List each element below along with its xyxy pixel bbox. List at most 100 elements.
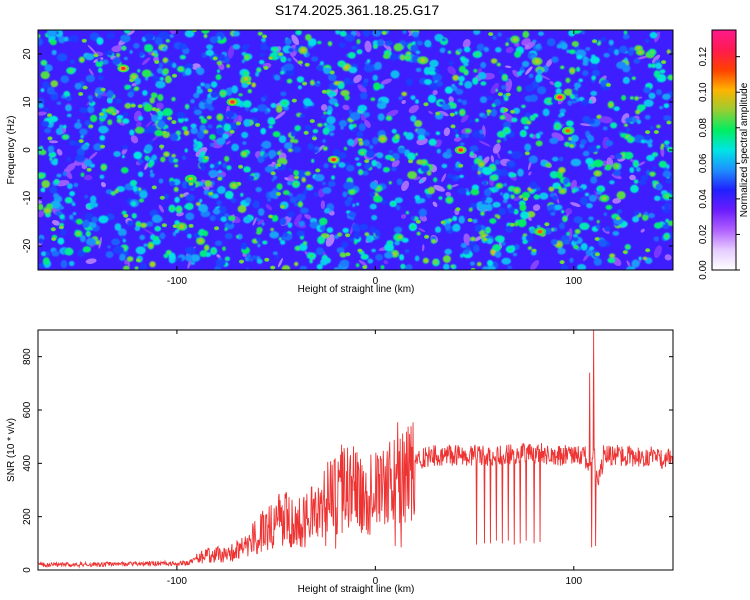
heatmap-blob — [351, 45, 357, 50]
heatmap-blob-core — [492, 176, 496, 180]
heatmap-blob — [115, 98, 122, 104]
heatmap-blob-core — [156, 109, 159, 112]
heatmap-blob — [647, 143, 653, 148]
heatmap-blob — [123, 56, 128, 61]
heatmap-texture — [357, 84, 367, 94]
heatmap-blob — [500, 241, 506, 246]
heatmap-blob — [394, 241, 400, 246]
heatmap-blob — [582, 70, 589, 77]
heatmap-blob-core — [303, 242, 307, 245]
heatmap-blob — [584, 192, 590, 197]
heatmap-blob — [535, 140, 543, 147]
heatmap-texture — [460, 114, 469, 123]
heatmap-blob-core — [153, 186, 156, 189]
y-tick-label: 600 — [22, 401, 33, 418]
heatmap-blob-core — [492, 59, 496, 63]
heatmap-blob — [321, 115, 326, 119]
heatmap-blob — [129, 50, 133, 54]
heatmap-blob — [493, 168, 502, 176]
heatmap-texture — [111, 45, 123, 52]
heatmap-blob — [193, 92, 200, 99]
heatmap-blob — [616, 61, 627, 70]
heatmap-blob-core — [137, 70, 140, 72]
heatmap-blob-core — [447, 198, 452, 202]
heatmap-blob — [528, 155, 538, 164]
heatmap-blob — [496, 236, 505, 243]
colorbar-tick-label: 0.06 — [698, 153, 709, 173]
heatmap-blob-core — [511, 110, 514, 113]
heatmap-blob — [663, 103, 670, 109]
heatmap-blob-core — [491, 250, 496, 254]
heatmap-blob-core — [281, 71, 284, 74]
heatmap-blob-core — [132, 214, 136, 218]
heatmap-blob — [353, 231, 361, 240]
heatmap-blob — [585, 47, 591, 51]
heatmap-blob — [405, 264, 413, 270]
heatmap-blob-core — [511, 195, 514, 198]
heatmap-blob — [299, 265, 308, 270]
heatmap-texture — [521, 38, 531, 46]
heatmap-texture — [383, 260, 389, 265]
heatmap-blob — [96, 37, 104, 45]
heatmap-blob — [282, 190, 290, 196]
heatmap-blob — [256, 258, 263, 264]
heatmap-blob-core — [80, 58, 84, 62]
snr-plot-area — [38, 330, 673, 570]
heatmap-blob — [446, 148, 452, 155]
heatmap-blob — [665, 178, 671, 185]
heatmap-blob — [514, 221, 519, 227]
heatmap-blob — [72, 211, 77, 216]
heatmap-texture — [88, 68, 94, 76]
heatmap-blob — [44, 64, 53, 72]
heatmap-texture — [433, 185, 445, 192]
heatmap-texture — [227, 45, 235, 59]
heatmap-blob — [255, 71, 260, 77]
heatmap-texture — [64, 168, 73, 179]
heatmap-blob — [77, 249, 85, 257]
heatmap-blob — [416, 128, 426, 136]
heatmap-blob — [84, 195, 89, 199]
heatmap-blob-core — [176, 207, 182, 212]
heatmap-blob — [451, 83, 456, 88]
heatmap-blob — [196, 88, 203, 94]
heatmap-texture — [505, 47, 514, 54]
heatmap-blob — [158, 62, 164, 68]
heatmap-blob-core — [269, 126, 272, 128]
heatmap-blob — [463, 62, 469, 67]
snr-x-ticks: -100 0 100 — [167, 330, 583, 587]
heatmap-blob — [424, 39, 432, 48]
heatmap-texture — [528, 171, 532, 176]
heatmap-blob-core — [555, 124, 560, 129]
heatmap-blob — [417, 134, 426, 141]
heatmap-blob-core — [460, 110, 465, 115]
heatmap-blob — [98, 138, 106, 145]
heatmap-blob — [209, 163, 215, 169]
heatmap-blob — [151, 154, 157, 161]
heatmap-blob-core — [205, 157, 208, 159]
heatmap-blob — [218, 205, 227, 214]
heatmap-blob — [69, 59, 75, 65]
heatmap-blob — [466, 191, 471, 196]
heatmap-blob — [172, 62, 177, 69]
heatmap-blob — [410, 44, 419, 53]
heatmap-blob — [458, 75, 465, 82]
heatmap-blob — [204, 180, 212, 187]
heatmap-blob — [288, 167, 292, 172]
heatmap-blob — [121, 154, 125, 159]
heatmap-blob — [344, 33, 355, 42]
heatmap-blob-core — [528, 247, 531, 249]
heatmap-blob — [288, 192, 293, 197]
heatmap-blob — [507, 265, 513, 270]
heatmap-blob-core — [646, 249, 649, 252]
heatmap-blob — [65, 95, 72, 102]
heatmap-blob — [157, 120, 166, 129]
heatmap-blob-core — [310, 81, 314, 85]
heatmap-texture — [448, 96, 454, 103]
heatmap-blob-core — [165, 152, 168, 156]
heatmap-blob — [264, 165, 275, 173]
heatmap-field — [38, 30, 673, 270]
heatmap-blob — [95, 60, 104, 68]
heatmap-blob — [68, 260, 75, 267]
heatmap-blob — [349, 112, 361, 121]
heatmap-blob-core — [486, 228, 490, 232]
